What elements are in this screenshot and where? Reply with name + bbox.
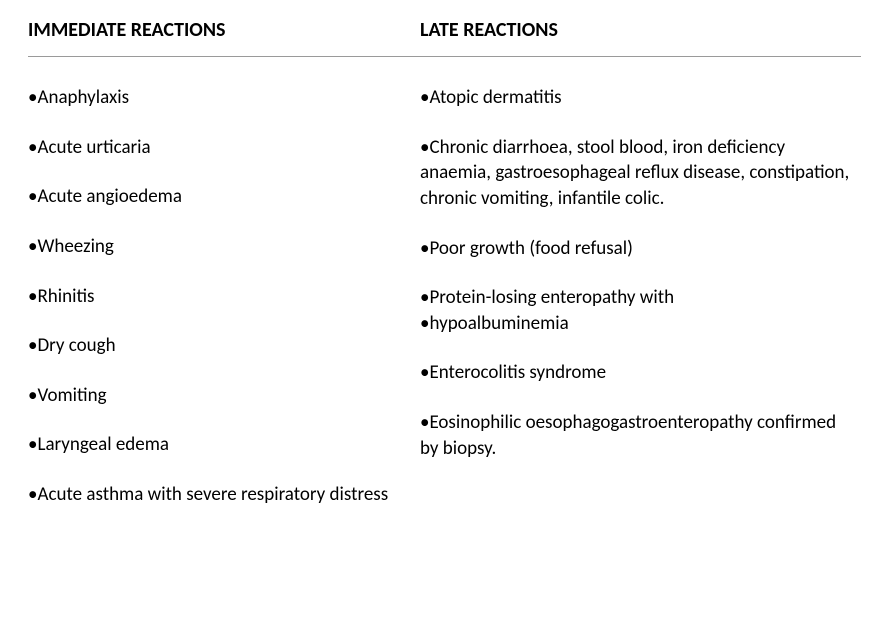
bullet-text: •Chronic diarrhoea, stool blood, iron de… (420, 136, 849, 210)
list-item: •Chronic diarrhoea, stool blood, iron de… (420, 135, 850, 212)
bullet-text: •Enterocolitis syndrome (420, 361, 606, 384)
list-item: •Rhinitis (28, 284, 420, 310)
immediate-item-list: •Anaphylaxis •Acute urticaria •Acute angio… (28, 85, 420, 508)
list-item: •Dry cough (28, 333, 420, 359)
list-item: •Poor growth (food refusal) (420, 236, 850, 262)
bullet-text: •hypoalbuminemia (420, 312, 569, 335)
content-immediate: •Anaphylaxis •Acute urticaria •Acute angio… (28, 85, 420, 508)
bullet-text: •Acute angioedema (28, 185, 182, 208)
bullet-text: •Anaphylaxis (28, 86, 129, 109)
list-item: •Enterocolitis syndrome (420, 360, 850, 386)
list-item: •Wheezing (28, 234, 420, 260)
bullet-text: •Dry cough (28, 334, 116, 357)
heading-immediate: IMMEDIATE REACTIONS (28, 18, 420, 42)
bullet-text: •Laryngeal edema (28, 433, 169, 456)
column-immediate: IMMEDIATE REACTIONS (28, 18, 420, 56)
content-late: •Atopic dermatitis •Chronic diarrhoea, st… (420, 85, 850, 508)
list-item: •Atopic dermatitis (420, 85, 850, 111)
bullet-text: •Acute asthma with severe respiratory di… (28, 483, 388, 506)
bullet-text: •Atopic dermatitis (420, 86, 562, 109)
list-item: •Protein-losing enteropathy with •hypoalb… (420, 285, 850, 336)
bullet-text: •Protein-losing enteropathy with (420, 286, 674, 309)
list-item: •Laryngeal edema (28, 432, 420, 458)
content-columns: •Anaphylaxis •Acute urticaria •Acute angio… (28, 85, 861, 508)
list-item: •Vomiting (28, 383, 420, 409)
bullet-text: •Acute urticaria (28, 136, 151, 159)
bullet-text: •Vomiting (28, 384, 107, 407)
header-divider (28, 56, 861, 57)
two-column-table: IMMEDIATE REACTIONS LATE REACTIONS (28, 18, 861, 56)
list-item: •Acute urticaria (28, 135, 420, 161)
list-item: •Eosinophilic oesophagogastroenteropathy… (420, 410, 850, 461)
heading-late: LATE REACTIONS (420, 18, 850, 42)
column-late: LATE REACTIONS (420, 18, 850, 56)
bullet-text: •Wheezing (28, 235, 114, 258)
bullet-text: •Eosinophilic oesophagogastroenteropathy… (420, 411, 836, 460)
list-item: •Acute asthma with severe respiratory di… (28, 482, 420, 508)
bullet-text: •Poor growth (food refusal) (420, 237, 633, 260)
list-item: •Acute angioedema (28, 184, 420, 210)
late-item-list: •Atopic dermatitis •Chronic diarrhoea, st… (420, 85, 850, 461)
list-item: •Anaphylaxis (28, 85, 420, 111)
bullet-text: •Rhinitis (28, 285, 94, 308)
